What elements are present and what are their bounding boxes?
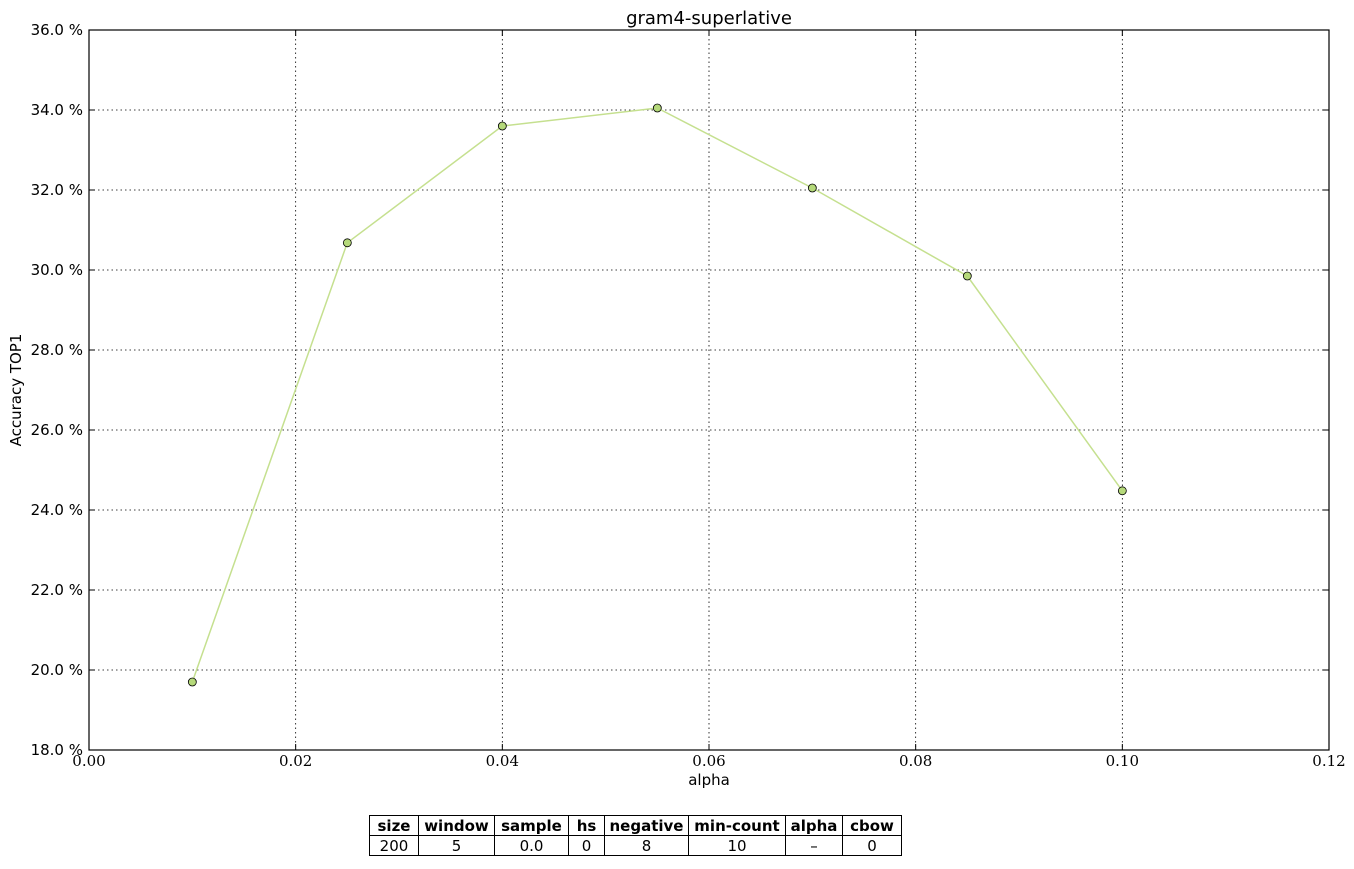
param-value: 0.0 (494, 835, 569, 856)
y-tick-label: 28.0 % (31, 341, 83, 359)
param-header: size (369, 815, 419, 836)
y-tick-label: 32.0 % (31, 181, 83, 199)
param-value: 0 (568, 835, 605, 856)
x-tick-label: 0.12 (1312, 752, 1345, 770)
param-value: 8 (604, 835, 689, 856)
series-line (191, 107, 1123, 683)
data-point (962, 271, 972, 281)
param-value: 0 (842, 835, 902, 856)
y-tick-label: 18.0 % (31, 741, 83, 759)
data-point (497, 121, 507, 131)
series-layer (187, 103, 1127, 687)
chart-title: gram4-superlative (626, 8, 792, 29)
x-tick-label: 0.10 (1106, 752, 1139, 770)
y-tick-label: 30.0 % (31, 261, 83, 279)
param-header: alpha (785, 815, 843, 836)
y-axis-ticks: 18.0 % 20.0 % 22.0 % 24.0 % 26.0 % 28.0 % 30.0… (31, 21, 1329, 759)
param-header: hs (568, 815, 605, 836)
param-header: window (418, 815, 495, 836)
y-tick-label: 34.0 % (31, 101, 83, 119)
data-point (187, 677, 197, 687)
data-point (342, 238, 352, 248)
y-tick-label: 26.0 % (31, 421, 83, 439)
param-value: 5 (418, 835, 495, 856)
line-chart: gram4-superlative 18.0 % 20.0 % 22.0 % 24.0… (7, 8, 1346, 789)
parameters-header-row: size window sample hs negative min-count… (369, 815, 902, 836)
data-point (652, 103, 662, 113)
x-tick-label: 0.00 (72, 752, 105, 770)
param-header: cbow (842, 815, 902, 836)
y-axis-label: Accuracy TOP1 (7, 334, 25, 447)
data-point (1117, 486, 1127, 496)
x-tick-label: 0.06 (692, 752, 725, 770)
parameters-value-row: 200 5 0.0 0 8 10 – 0 (369, 835, 902, 856)
param-header: negative (604, 815, 689, 836)
x-tick-label: 0.04 (486, 752, 519, 770)
param-value: – (785, 835, 843, 856)
param-value: 200 (369, 835, 419, 856)
x-axis-ticks: 0.00 0.02 0.04 0.06 0.08 0.10 0.12 (72, 30, 1346, 770)
param-value: 10 (688, 835, 786, 856)
y-tick-label: 22.0 % (31, 581, 83, 599)
y-tick-label: 24.0 % (31, 501, 83, 519)
y-tick-label: 20.0 % (31, 661, 83, 679)
data-point (807, 183, 817, 193)
y-tick-label: 36.0 % (31, 21, 83, 39)
parameters-table: size window sample hs negative min-count… (369, 815, 902, 856)
grid-lines (89, 30, 1329, 750)
x-tick-label: 0.08 (899, 752, 932, 770)
param-header: min-count (688, 815, 786, 836)
x-axis-label: alpha (688, 771, 730, 789)
x-tick-label: 0.02 (279, 752, 312, 770)
param-header: sample (494, 815, 569, 836)
